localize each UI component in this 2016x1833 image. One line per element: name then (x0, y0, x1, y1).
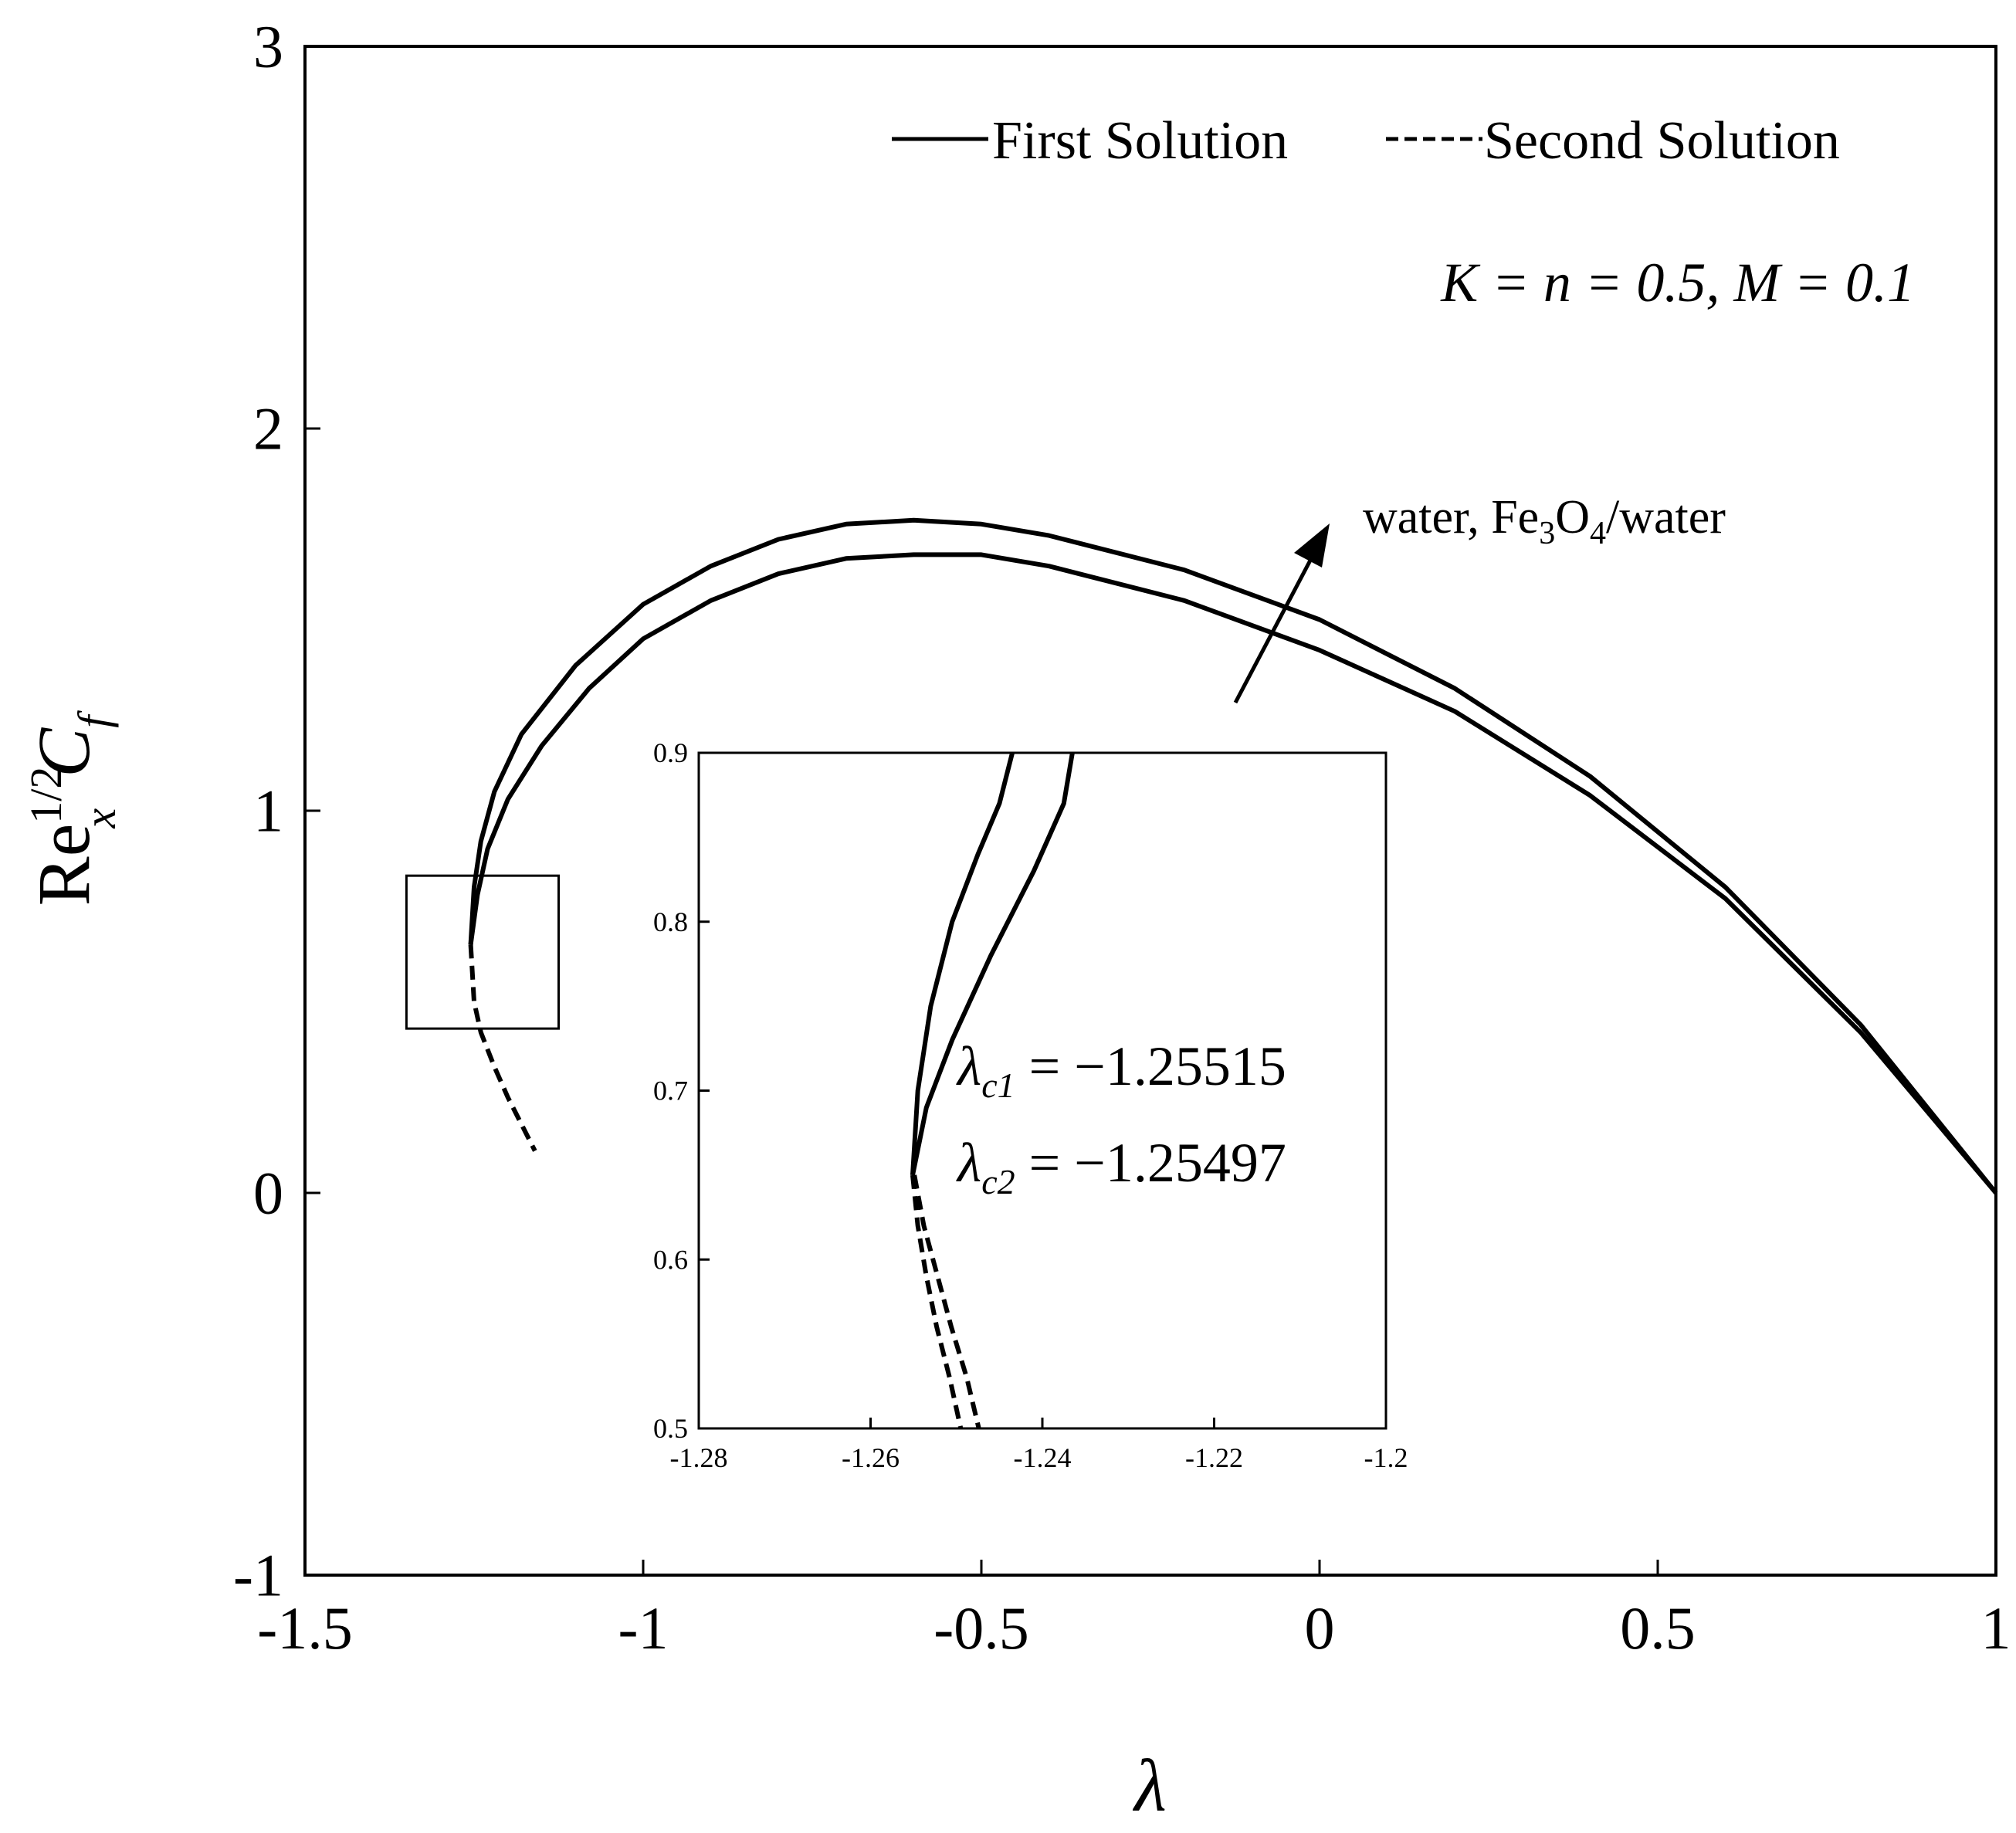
lambda-c1-value: = −1.25515 (1015, 1035, 1286, 1097)
x-axis-label: λ (1132, 1744, 1167, 1827)
legend: First Solution Second Solution (892, 111, 1840, 171)
1-y-tick-label: 0.6 (653, 1244, 688, 1275)
1-x-tick-label: -1.2 (1364, 1442, 1408, 1473)
1-x-tick-label: -1.26 (842, 1442, 900, 1473)
0-x-tick-label: -1.5 (257, 1594, 352, 1662)
y-label-base: Re (22, 824, 105, 906)
1-x-tick-label: -1.24 (1014, 1442, 1072, 1473)
lambda-c1-sub: c1 (981, 1066, 1015, 1105)
0-y-tick-label: 2 (253, 395, 283, 462)
trend-arrow-shaft (1233, 554, 1315, 704)
zoom-box (405, 874, 561, 1030)
0-y-tick-label: 3 (253, 13, 283, 80)
inset-series (910, 752, 1075, 1429)
0-y-tick-label: 1 (253, 778, 283, 845)
0-x-tick-label: 1 (1981, 1594, 2011, 1662)
y-label-sub: x (75, 808, 125, 829)
inset-plot-background (699, 753, 1386, 1428)
lambda-c2-annotation: λc2 = −1.25497 (956, 1132, 1286, 1201)
arrow-label-suffix: /water (1606, 491, 1726, 544)
arrow-label-sub2: 4 (1590, 516, 1606, 551)
0-x-tick-label: 0.5 (1620, 1594, 1696, 1662)
1-series-first-solution-0 (910, 752, 1015, 1176)
0-series-first-solution-0 (468, 517, 1998, 1194)
1-y-tick-label: 0.5 (653, 1413, 688, 1444)
lambda-c2-sub: c2 (981, 1162, 1015, 1201)
y-label-sup: 1/2 (21, 767, 71, 824)
0-x-tick-label: -0.5 (933, 1594, 1028, 1662)
lambda-c2-value: = −1.25497 (1015, 1132, 1286, 1194)
arrow-label: water, Fe3O4/water (1363, 491, 1726, 551)
1-series-second-solution-3 (912, 1174, 981, 1429)
legend-first-solution: First Solution (992, 111, 1288, 171)
trend-arrow-head (1294, 523, 1330, 568)
lambda-c1-annotation: λc1 = −1.25515 (956, 1035, 1286, 1105)
0-y-tick-label: -1 (233, 1542, 283, 1609)
0-series-first-solution-1 (468, 552, 1998, 1194)
0-x-tick-label: -1 (618, 1594, 669, 1662)
1-y-tick-label: 0.8 (653, 906, 688, 937)
parameters-annotation: K = n = 0.5, M = 0.1 (1440, 252, 1915, 313)
arrow-label-sub1: 3 (1539, 516, 1555, 551)
1-y-tick-label: 0.9 (653, 737, 688, 768)
0-series-second-solution-2 (468, 944, 537, 1152)
y-label-tail-sub: f (69, 710, 119, 728)
1-series-second-solution-2 (910, 1174, 964, 1429)
inset-ticks: -1.28 -1.26 -1.24 -1.22 -1.2 0.5 0.6 0.7 0.8 0.9 (653, 737, 1408, 1473)
main-series (468, 517, 1998, 1194)
arrow-label-prefix: water, Fe (1363, 491, 1539, 544)
1-x-tick-label: -1.28 (670, 1442, 728, 1473)
y-axis-label: Re1/2x Cf (21, 710, 125, 906)
0-y-tick-label: 0 (253, 1160, 283, 1227)
y-label-tail: C (22, 727, 105, 778)
legend-second-solution: Second Solution (1484, 111, 1840, 171)
trend-arrow (1233, 523, 1330, 704)
1-x-tick-label: -1.22 (1185, 1442, 1243, 1473)
0-x-tick-label: 0 (1305, 1594, 1335, 1662)
1-y-tick-label: 0.7 (653, 1076, 688, 1106)
arrow-label-mid: O (1555, 491, 1590, 544)
1-series-first-solution-1 (910, 752, 1075, 1176)
